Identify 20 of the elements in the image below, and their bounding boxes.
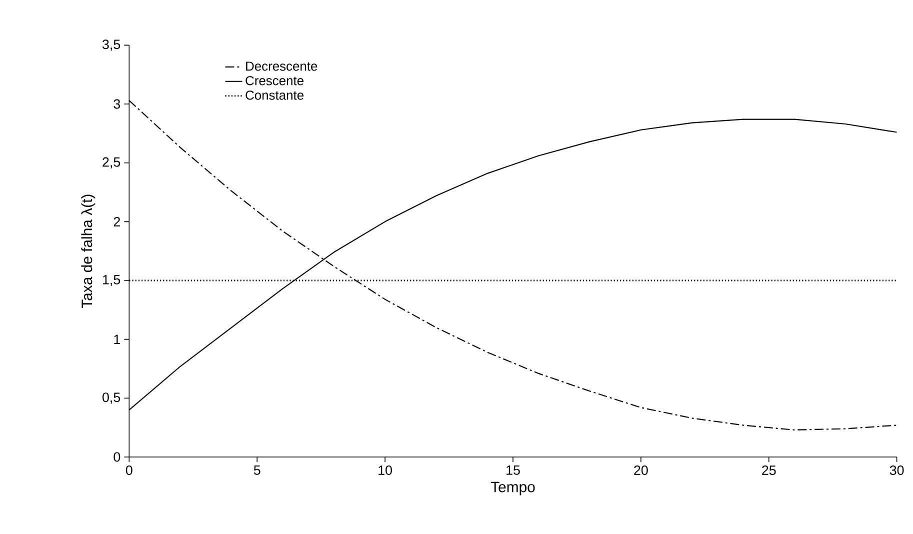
y-tick-label: 2 xyxy=(114,216,120,226)
x-tick-label: 0 xyxy=(126,465,132,475)
y-tick-label: 3 xyxy=(114,99,120,109)
x-tick-label: 5 xyxy=(254,465,260,475)
x-tick-label: 20 xyxy=(634,465,648,475)
y-tick-label: 1,5 xyxy=(102,274,120,286)
x-axis-title: Tempo xyxy=(490,482,535,496)
y-tick-label: 3,5 xyxy=(102,40,120,51)
y-tick-label: 2,5 xyxy=(102,157,120,168)
legend-label: Decrescente xyxy=(246,62,318,71)
legend-label: Constante xyxy=(246,90,304,100)
x-tick-label: 10 xyxy=(378,465,392,475)
legend-label: Crescente xyxy=(246,76,304,86)
y-tick-label: 0,5 xyxy=(102,392,120,404)
x-tick-label: 15 xyxy=(506,465,520,475)
y-tick-label: 1 xyxy=(114,334,120,344)
x-tick-label: 30 xyxy=(890,465,904,475)
x-tick-label: 25 xyxy=(762,465,776,475)
y-tick-label: 0 xyxy=(114,452,120,462)
y-axis-title: Taxa de falha λ(t) xyxy=(81,194,96,308)
